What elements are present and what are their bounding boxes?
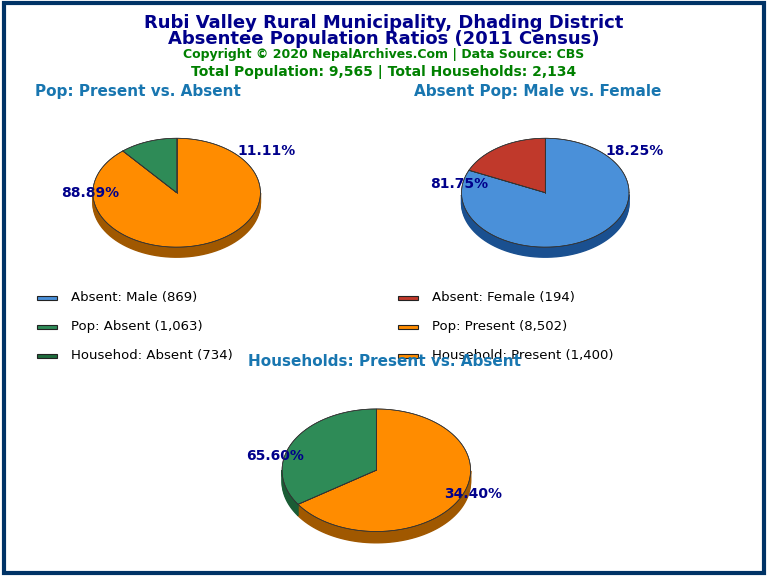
Text: 18.25%: 18.25% [606,144,664,158]
Polygon shape [282,470,298,516]
Text: Household: Present (1,400): Household: Present (1,400) [432,349,614,362]
Polygon shape [282,470,298,514]
Polygon shape [282,409,376,505]
Bar [38,325,57,328]
Text: Absent Pop: Male vs. Female: Absent Pop: Male vs. Female [414,84,661,98]
Text: Absentee Population Ratios (2011 Census): Absentee Population Ratios (2011 Census) [168,30,600,48]
Text: 65.60%: 65.60% [247,449,304,463]
Bar [399,296,418,300]
Polygon shape [469,138,545,193]
Polygon shape [123,138,177,193]
Text: Pop: Absent (1,063): Pop: Absent (1,063) [71,320,203,333]
Text: Rubi Valley Rural Municipality, Dhading District: Rubi Valley Rural Municipality, Dhading … [144,14,624,32]
Text: Copyright © 2020 NepalArchives.Com | Data Source: CBS: Copyright © 2020 NepalArchives.Com | Dat… [184,48,584,62]
Text: Total Population: 9,565 | Total Households: 2,134: Total Population: 9,565 | Total Househol… [191,65,577,78]
Bar [399,325,418,328]
Text: 34.40%: 34.40% [444,487,502,501]
Polygon shape [298,471,471,543]
Text: Households: Present vs. Absent: Households: Present vs. Absent [247,354,521,369]
Text: Pop: Present vs. Absent: Pop: Present vs. Absent [35,84,241,98]
Polygon shape [298,409,471,532]
Text: Househod: Absent (734): Househod: Absent (734) [71,349,233,362]
Text: 88.89%: 88.89% [61,185,119,200]
Text: Absent: Female (194): Absent: Female (194) [432,291,575,304]
Polygon shape [93,193,260,256]
Polygon shape [462,195,629,256]
Text: Pop: Present (8,502): Pop: Present (8,502) [432,320,568,333]
Polygon shape [462,195,629,257]
Text: 81.75%: 81.75% [429,177,488,191]
Text: 11.11%: 11.11% [237,144,295,158]
Bar [38,354,57,358]
Polygon shape [298,471,471,541]
Text: Absent: Male (869): Absent: Male (869) [71,291,197,304]
Polygon shape [93,193,260,257]
Bar [399,354,418,358]
Polygon shape [462,138,629,247]
Polygon shape [93,138,260,247]
Bar [38,296,57,300]
